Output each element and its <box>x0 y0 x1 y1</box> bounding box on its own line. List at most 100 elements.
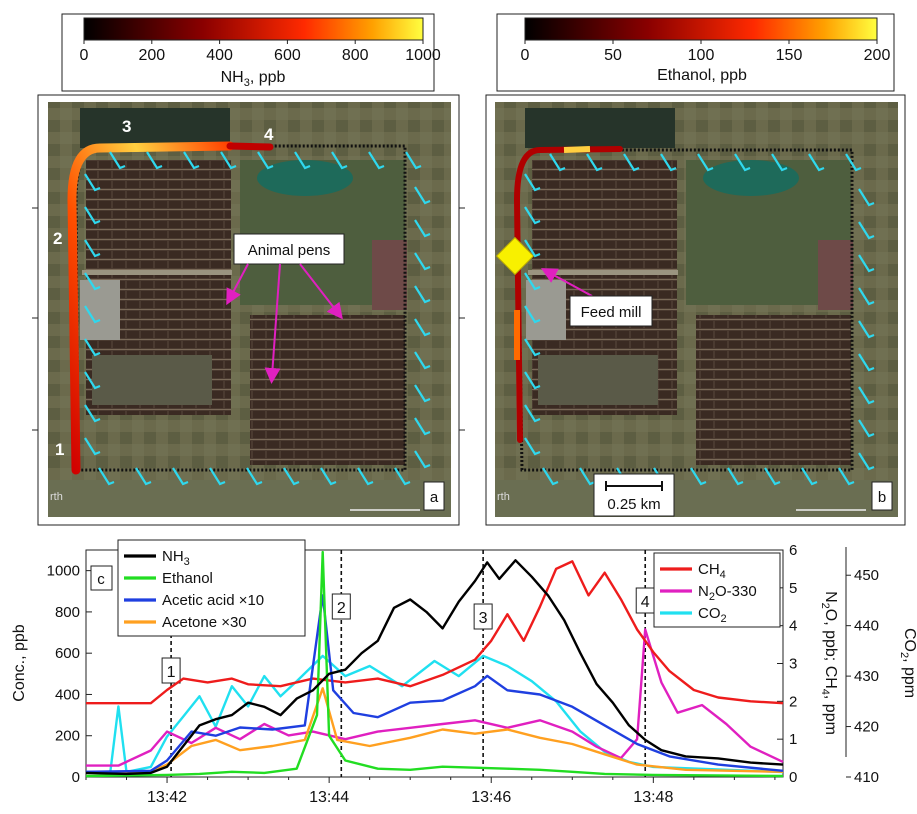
colorbar-a <box>83 17 424 41</box>
wind-barb-icon <box>414 285 431 304</box>
colorbar-a-ticks: 0 200 400 600 800 1000 <box>80 40 441 64</box>
map-a-site-1: 1 <box>55 440 64 459</box>
colorbar-b <box>524 17 878 41</box>
left-axis: 0 200 400 600 800 1000 <box>47 563 92 786</box>
wind-barb-icon <box>808 153 825 172</box>
wind-barb-icon <box>172 467 189 486</box>
right-tick-label: 420 <box>854 719 879 736</box>
site-marker-label: 1 <box>167 664 176 681</box>
colorbar-tick-label: 150 <box>776 47 803 64</box>
colorbar-tick-label: 800 <box>342 47 369 64</box>
map-a-panel-label-box <box>423 481 445 511</box>
colorbar-tick-label: 50 <box>604 47 622 64</box>
chart-panel-label-box <box>90 565 113 591</box>
map-panel-b: 0 50 100 150 200 Ethanol, ppb rth Feed mill <box>485 13 906 526</box>
wind-barb-icon <box>858 221 875 240</box>
wind-barb-icon <box>690 467 707 486</box>
legend-left: NH3 Ethanol Acetic acid ×10 Acetone ×30 <box>117 539 306 637</box>
right-tick-label: 410 <box>854 769 879 786</box>
animal-pens-callout: Animal pens <box>226 233 345 384</box>
map-a-site-4: 4 <box>264 125 274 144</box>
wind-barb-icon <box>586 153 603 172</box>
wind-barb-icon <box>414 219 431 238</box>
mid-tick-label: 6 <box>789 542 797 559</box>
mid-tick-label: 0 <box>789 769 797 786</box>
mid-axis: 0 1 2 3 4 5 6 <box>777 542 797 786</box>
wind-barb-icon <box>84 206 101 225</box>
legend-label: CH4 <box>698 561 726 581</box>
wind-barb-icon <box>84 338 101 357</box>
wind-barb-icon <box>357 467 374 486</box>
left-tick-label: 200 <box>55 728 80 745</box>
wind-barb-icon <box>858 320 875 339</box>
map-b-ethanol-peak-marker <box>495 236 535 276</box>
wind-barb-icon <box>84 437 101 456</box>
mid-tick-label: 2 <box>789 693 797 710</box>
legend-label: NH3 <box>162 548 190 568</box>
series-line-acetic-acid-x10 <box>85 594 784 773</box>
wind-barb-icon <box>771 153 788 172</box>
scale-bar-label: 0.25 km <box>607 496 660 513</box>
wind-barb-icon <box>524 239 541 258</box>
map-b-panel-label: b <box>878 489 886 506</box>
wind-barb-icon <box>858 287 875 306</box>
wind-barb-icon <box>84 272 101 291</box>
colorbar-tick-label: 100 <box>688 47 715 64</box>
map-a-watermark: rth <box>50 491 63 503</box>
wind-barb-icon <box>414 351 431 370</box>
left-tick-label: 0 <box>72 769 80 786</box>
wind-barb-icon <box>135 467 152 486</box>
wind-barb-icon <box>209 467 226 486</box>
mid-tick-label: 1 <box>789 731 797 748</box>
feed-mill-label: Feed mill <box>581 304 642 321</box>
wind-barb-icon <box>858 452 875 471</box>
x-axis: 13:42 13:44 13:46 13:48 <box>85 777 776 806</box>
wind-barb-icon <box>734 153 751 172</box>
mid-tick-label: 4 <box>789 618 797 635</box>
site-marker-label: 4 <box>641 594 650 611</box>
wind-barb-icon <box>414 318 431 337</box>
wind-barb-icon <box>801 467 818 486</box>
right-axis-label: CO2, ppm <box>898 628 917 698</box>
wind-barb-icon <box>858 254 875 273</box>
scale-bar: 0.25 km <box>593 473 675 517</box>
wind-barb-icon <box>331 151 348 170</box>
map-b-watermark: rth <box>497 491 510 503</box>
animal-pens-label: Animal pens <box>248 242 331 259</box>
colorbar-tick-label: 0 <box>521 47 530 64</box>
wind-barb-icon <box>858 419 875 438</box>
legend-label: N2O-330 <box>698 583 757 603</box>
site-marker-box <box>331 593 351 620</box>
colorbar-b-label: Ethanol, ppb <box>657 67 747 84</box>
left-tick-label: 400 <box>55 686 80 703</box>
wind-barb-icon <box>220 151 237 170</box>
colorbar-tick-label: 600 <box>274 47 301 64</box>
left-tick-label: 1000 <box>47 563 80 580</box>
series-line-ch4 <box>86 560 784 705</box>
left-axis-label: Conc., ppb <box>11 624 28 701</box>
site-marker-label: 3 <box>479 610 488 627</box>
left-tick-label: 600 <box>55 645 80 662</box>
wind-barb-icon <box>84 404 101 423</box>
wind-barb-icon <box>764 467 781 486</box>
wind-barb-icon <box>84 305 101 324</box>
wind-barb-icon <box>524 371 541 390</box>
series-line-ethanol <box>85 550 784 778</box>
site-marker-label: 2 <box>337 600 346 617</box>
mid-tick-label: 3 <box>789 656 797 673</box>
colorbar-tick-label: 400 <box>206 47 233 64</box>
map-b-panel-label-box <box>871 481 893 511</box>
map-a-wind-barbs <box>84 151 431 486</box>
wind-barb-icon <box>320 467 337 486</box>
colorbar-tick-label: 200 <box>864 47 891 64</box>
series-line-co2 <box>86 654 784 774</box>
wind-barb-icon <box>542 467 559 486</box>
wind-barb-icon <box>84 173 101 192</box>
colorbar-tick-label: 1000 <box>405 47 441 64</box>
wind-barb-icon <box>524 437 541 456</box>
wind-barb-icon <box>549 153 566 172</box>
chart-panel-label: c <box>97 571 105 588</box>
legend-label: Acetone ×30 <box>162 614 247 631</box>
legend-label: CO2 <box>698 605 727 625</box>
wind-barb-icon <box>246 467 263 486</box>
